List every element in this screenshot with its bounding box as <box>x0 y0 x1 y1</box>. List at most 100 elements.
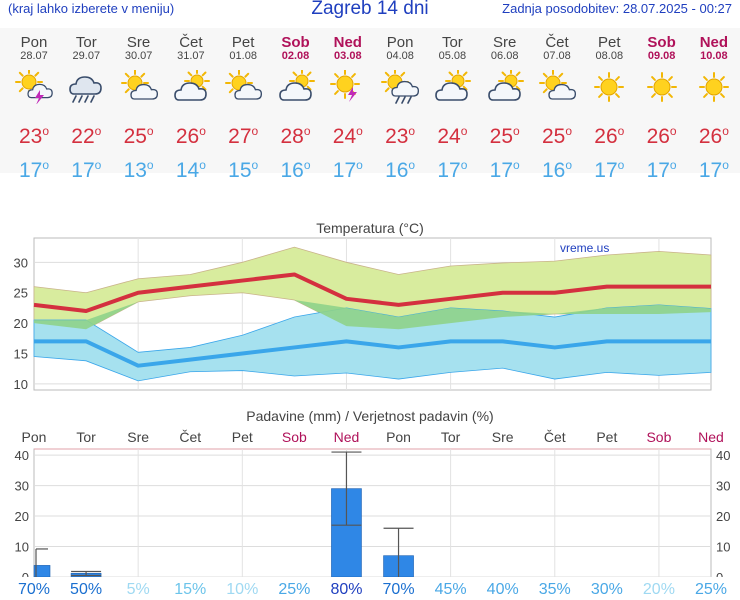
daily-forecast-strip: Pon 28.07 23o 17o Tor 29.07 22o 17o Sre 30.07 25o 1… <box>0 28 740 182</box>
day-date: 05.08 <box>438 50 467 62</box>
y-tick-label-right: 30 <box>716 479 730 494</box>
day-name: Sob <box>647 34 676 51</box>
day-name: Pon <box>20 34 48 51</box>
sun-icon <box>594 72 625 102</box>
min-temp: 17o <box>71 158 102 182</box>
chart-title: Padavine (mm) / Verjetnost padavin (%) <box>246 408 493 424</box>
precip-probability: 10% <box>226 581 259 598</box>
max-temp: 25o <box>123 124 154 148</box>
x-tick-label: Čet <box>544 429 566 445</box>
forecast-day: Sob 09.08 26o 17o <box>636 28 688 183</box>
day-date: 06.08 <box>490 50 519 62</box>
max-temp: 23o <box>18 124 50 148</box>
day-date: 28.07 <box>20 50 48 62</box>
y-tick-label: 15 <box>14 347 28 362</box>
day-name: Sre <box>126 34 151 51</box>
last-update: Zadnja posodobitev: 28.07.2025 - 00:27 <box>502 1 732 16</box>
x-tick-label: Čet <box>179 429 201 445</box>
x-tick-label: Sre <box>492 429 514 445</box>
day-date: 29.07 <box>72 50 101 62</box>
day-date: 07.08 <box>543 50 571 62</box>
min-temp: 13o <box>123 158 154 182</box>
max-temp: 24o <box>332 124 363 148</box>
min-temp-line <box>34 339 711 368</box>
chart-title: Temperatura (°C) <box>316 220 424 236</box>
precip-probability: 70% <box>17 581 51 598</box>
forecast-day: Čet 07.08 25o 16o <box>531 28 583 183</box>
min-temp: 17o <box>332 158 363 182</box>
max-temp: 25o <box>489 124 520 148</box>
x-tick-label: Pet <box>596 429 617 445</box>
min-temp: 14o <box>175 158 206 182</box>
day-name: Pet <box>598 34 621 51</box>
menu-hint[interactable]: (kraj lahko izberete v meniju) <box>8 1 175 16</box>
max-temp: 27o <box>228 124 259 148</box>
sun-cloud-icon <box>539 69 577 100</box>
day-name: Ned <box>699 34 729 51</box>
min-temp: 17o <box>594 158 625 182</box>
forecast-day: Ned 03.08 24o 17o <box>322 28 374 183</box>
max-temp: 26o <box>698 124 729 148</box>
forecast-day: Sre 30.07 25o 13o <box>113 28 165 183</box>
max-temp: 23o <box>385 124 416 148</box>
min-temp: 15o <box>228 158 259 182</box>
plot-area <box>33 448 712 577</box>
x-tick-label: Tor <box>441 429 461 445</box>
forecast-day: Pon 04.08 23o 16o <box>374 28 426 183</box>
min-temp: 17o <box>18 158 50 182</box>
x-tick-label: Tor <box>76 429 96 445</box>
precip-probability: 20% <box>642 581 675 598</box>
y-tick-label: 30 <box>14 255 28 270</box>
y-tick-label: 10 <box>14 377 28 392</box>
forecast-day: Čet 31.07 26o 14o <box>165 28 217 183</box>
sun-cloud-icon <box>225 69 263 100</box>
forecast-day: Tor 29.07 22o 17o <box>60 28 112 183</box>
min-temp: 17o <box>489 158 520 182</box>
max-temp: 26o <box>594 124 625 148</box>
y-tick-label: 0 <box>22 570 29 577</box>
sun-thunder-icon <box>329 69 360 102</box>
y-tick-label-right: 40 <box>716 448 730 463</box>
forecast-day: Pet 01.08 27o 15o <box>217 28 269 183</box>
y-tick-label: 25 <box>14 286 28 301</box>
precip-probability: 5% <box>126 581 150 598</box>
forecast-day: Ned 10.08 26o 17o <box>688 28 740 183</box>
precip-probability: 30% <box>590 581 623 598</box>
forecast-day: Sob 02.08 28o 16o <box>270 28 322 183</box>
max-temp: 25o <box>541 124 573 148</box>
max-temp: 28o <box>280 124 311 148</box>
cloud-sun-icon <box>435 68 472 101</box>
band-overlap <box>34 292 711 330</box>
day-date: 01.08 <box>229 50 257 62</box>
day-name: Tor <box>75 34 97 51</box>
precip-bar <box>33 565 51 577</box>
day-date: 31.07 <box>177 50 205 62</box>
day-date: 03.08 <box>334 50 362 62</box>
max-temp: 24o <box>437 124 468 148</box>
max-temp: 26o <box>175 124 206 148</box>
x-tick-label: Pon <box>386 429 411 445</box>
precipitation-chart: Padavine (mm) / Verjetnost padavin (%) Po… <box>15 408 730 577</box>
forecast-day: Tor 05.08 24o 17o <box>426 28 478 183</box>
precip-probability: 70% <box>382 581 415 598</box>
x-tick-label: Ned <box>698 429 724 445</box>
day-date: 09.08 <box>647 50 676 62</box>
max-temp: 22o <box>71 124 102 148</box>
day-name: Čet <box>179 34 203 51</box>
sun-icon <box>698 72 729 102</box>
y-tick-label-right: 0 <box>716 570 723 577</box>
sun-icon <box>646 72 677 102</box>
y-tick-label-right: 10 <box>716 540 730 555</box>
sun-cloud-icon <box>120 69 158 100</box>
y-tick-label: 20 <box>15 509 29 524</box>
forecast-day: Pon 28.07 23o 17o <box>8 28 60 183</box>
min-temp: 17o <box>437 158 468 182</box>
forecast-day: Pet 08.08 26o 17o <box>583 28 635 183</box>
y-tick-label: 20 <box>14 316 28 331</box>
forecast-day: Sre 06.08 25o 17o <box>479 28 531 183</box>
sun-cloud-thunder-icon <box>15 68 53 105</box>
min-temp: 16o <box>280 158 311 182</box>
precip-probability: 15% <box>174 581 207 598</box>
page-title: Zagreb 14 dni <box>311 0 429 19</box>
x-tick-label: Sob <box>282 429 307 445</box>
